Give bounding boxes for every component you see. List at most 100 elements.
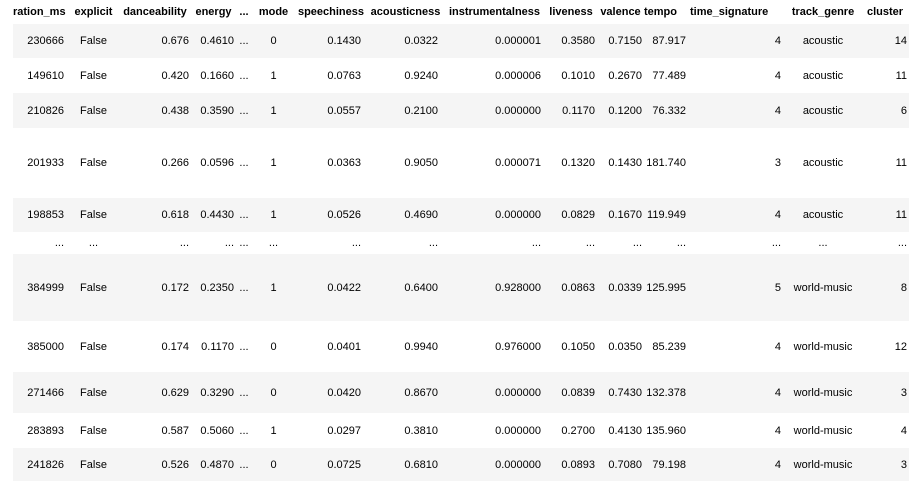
- table-cell: 0.000000: [495, 386, 541, 399]
- table-cell: acoustic: [802, 69, 844, 82]
- table-cell: ...: [179, 237, 189, 249]
- table-cell: 0.0401: [327, 340, 361, 353]
- table-cell: 87.917: [652, 35, 686, 47]
- table-cell: 1: [270, 209, 277, 221]
- table-cell: 77.489: [652, 69, 686, 82]
- table-cell: 0: [270, 35, 277, 47]
- ellipsis-cell: ...: [239, 424, 249, 437]
- table-cell: 0.1660: [200, 69, 234, 82]
- table-cell: 0: [270, 458, 277, 471]
- table-cell: 0.3290: [200, 386, 234, 399]
- table-header: ration_ms explicit danceability energy .…: [13, 0, 909, 24]
- ellipsis-cell: ...: [239, 281, 249, 294]
- table-cell: 0.0596: [200, 157, 234, 169]
- table-cell: 3: [900, 458, 907, 471]
- table-cell: 0.0339: [608, 281, 642, 294]
- table-cell: acoustic: [802, 157, 844, 169]
- table-cell: 0.3580: [561, 35, 595, 47]
- table-cell: 0.0725: [327, 458, 361, 471]
- table-cell: ...: [897, 237, 907, 249]
- table-cell: 0.1670: [608, 209, 642, 221]
- table-cell: 0.0863: [561, 281, 595, 294]
- table-cell: 0.266: [161, 157, 189, 169]
- table-cell: 0.0363: [327, 157, 361, 169]
- table-cell: 241826: [27, 458, 64, 471]
- table-cell: 198853: [27, 209, 64, 221]
- table-cell: ...: [676, 237, 686, 249]
- dataframe-table: ration_ms explicit danceability energy .…: [13, 0, 909, 481]
- table-cell: 0.2350: [200, 281, 234, 294]
- table-cell: 0.174: [161, 340, 189, 353]
- table-cell: 0.420: [161, 69, 189, 82]
- column-header: ...: [239, 6, 249, 18]
- table-cell: 0.1050: [561, 340, 595, 353]
- table-cell: 0: [270, 340, 277, 353]
- table-cell: 132.378: [646, 386, 686, 399]
- table-cell: ...: [54, 237, 64, 249]
- table-cell: 1: [270, 157, 277, 169]
- table-cell: world-music: [793, 281, 853, 294]
- table-row: 198853 False 0.618 0.4430... 1 0.0526 0.4690 0.…: [13, 198, 909, 232]
- table-cell: 4: [774, 340, 781, 353]
- table-cell: False: [80, 157, 107, 169]
- table-row: 385000 False 0.174 0.1170... 0 0.0401 0.9940 0.…: [13, 321, 909, 372]
- table-cell: 1: [270, 281, 277, 294]
- table-cell: 0.000000: [495, 104, 541, 117]
- column-header: explicit: [74, 6, 113, 18]
- table-cell: 271466: [27, 386, 64, 399]
- table-cell: 0.8670: [404, 386, 438, 399]
- table-cell: 4: [774, 35, 781, 47]
- table-cell: 135.960: [646, 424, 686, 437]
- column-header: tempo: [644, 6, 677, 18]
- table-cell: 0.438: [161, 104, 189, 117]
- column-header: danceability: [123, 6, 187, 18]
- table-cell: world-music: [793, 386, 853, 399]
- table-cell: 384999: [27, 281, 64, 294]
- table-cell: 0.4690: [404, 209, 438, 221]
- table-cell: 0.3810: [404, 424, 438, 437]
- table-cell: 0.4130: [608, 424, 642, 437]
- table-cell: 4: [774, 386, 781, 399]
- table-cell: 4: [774, 209, 781, 221]
- table-cell: 4: [774, 104, 781, 117]
- table-cell: False: [80, 69, 107, 82]
- table-row: 149610 False 0.420 0.1660... 1 0.0763 0.9240 0.…: [13, 58, 909, 93]
- table-cell: 0.1010: [561, 69, 595, 82]
- table-cell: 85.239: [652, 340, 686, 353]
- table-cell: 283893: [27, 424, 64, 437]
- table-cell: 4: [774, 458, 781, 471]
- table-cell: 0.0839: [561, 386, 595, 399]
- table-cell: 0.7430: [608, 386, 642, 399]
- table-cell: 0.5060: [200, 424, 234, 437]
- table-cell: ...: [428, 237, 438, 249]
- table-cell: 0.526: [161, 458, 189, 471]
- table-cell: acoustic: [802, 104, 844, 117]
- table-cell: False: [80, 386, 107, 399]
- table-cell: 0.172: [161, 281, 189, 294]
- table-cell: 0.2100: [404, 104, 438, 117]
- table-cell: 0.2670: [608, 69, 642, 82]
- column-header: speechiness: [297, 6, 365, 18]
- ellipsis-cell: ...: [239, 209, 249, 221]
- table-cell: 14: [894, 35, 907, 47]
- table-cell: 149610: [27, 69, 64, 82]
- table-cell: 0.6400: [404, 281, 438, 294]
- table-cell: ...: [224, 237, 234, 249]
- table-cell: ...: [771, 237, 781, 249]
- table-cell: 11: [895, 209, 907, 221]
- table-cell: 0.3590: [200, 104, 234, 117]
- table-cell: world-music: [793, 340, 853, 353]
- column-header: cluster: [866, 6, 904, 18]
- table-cell: world-music: [793, 424, 853, 437]
- column-header: track_genre: [791, 6, 855, 18]
- table-cell: 0.629: [161, 386, 189, 399]
- table-cell: 76.332: [652, 104, 686, 117]
- table-cell: 0.0557: [327, 104, 361, 117]
- column-header: instrumentalness: [448, 6, 541, 18]
- table-cell: 0.000000: [495, 458, 541, 471]
- table-cell: 0.000000: [495, 209, 541, 221]
- ellipsis-cell: ...: [239, 69, 249, 82]
- table-cell: False: [80, 458, 107, 471]
- table-cell: 11: [895, 69, 907, 82]
- table-cell: False: [80, 424, 107, 437]
